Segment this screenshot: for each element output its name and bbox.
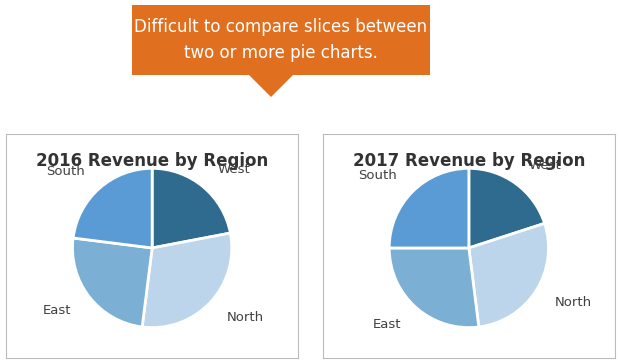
Wedge shape (152, 168, 230, 248)
Text: West: West (217, 163, 250, 176)
Text: 2017 Revenue by Region: 2017 Revenue by Region (353, 152, 585, 170)
Text: Difficult to compare slices between
two or more pie charts.: Difficult to compare slices between two … (134, 18, 428, 62)
Text: East: East (373, 318, 401, 331)
Wedge shape (469, 168, 545, 248)
Text: North: North (555, 296, 592, 309)
Wedge shape (73, 238, 152, 327)
Text: 2016 Revenue by Region: 2016 Revenue by Region (36, 152, 268, 170)
Wedge shape (142, 233, 232, 328)
Wedge shape (389, 248, 479, 328)
Text: North: North (227, 311, 263, 324)
Text: South: South (358, 169, 397, 182)
Text: South: South (46, 165, 84, 178)
Wedge shape (389, 168, 469, 248)
Wedge shape (73, 168, 152, 248)
Text: East: East (43, 304, 71, 317)
Text: West: West (528, 159, 561, 172)
FancyBboxPatch shape (132, 5, 430, 75)
Polygon shape (249, 75, 293, 97)
Wedge shape (469, 223, 548, 327)
